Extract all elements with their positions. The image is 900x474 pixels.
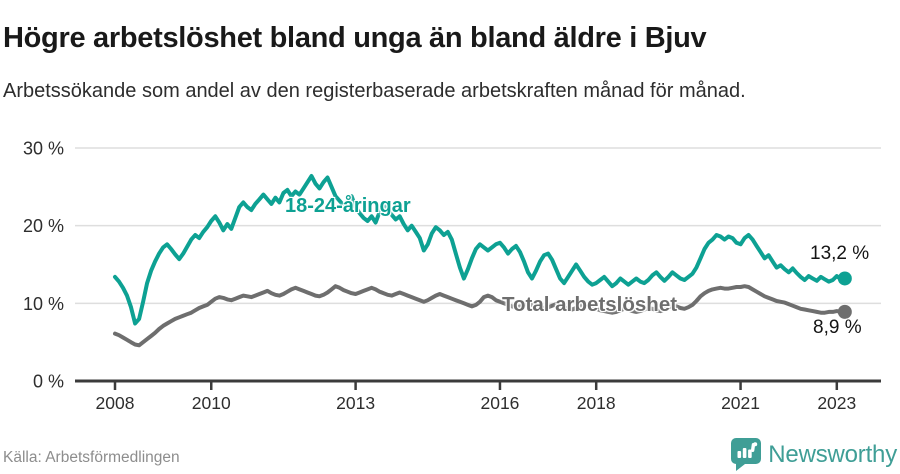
series-line-total xyxy=(113,284,847,348)
series-label-total: Total arbetslöshet xyxy=(502,293,678,316)
series-end-dot-total xyxy=(837,304,852,319)
x-tick-label: 2023 xyxy=(817,393,856,413)
y-tick-label: 30 % xyxy=(23,138,64,158)
newsworthy-wordmark: Newsworthy xyxy=(768,440,897,468)
y-tick-label: 20 % xyxy=(23,216,64,236)
end-value-total: 8,9 % xyxy=(813,317,862,338)
x-tick-label: 2013 xyxy=(336,393,375,413)
newsworthy-logo-icon xyxy=(731,438,762,471)
source-credit: Källa: Arbetsförmedlingen xyxy=(3,449,180,466)
x-tick-label: 2018 xyxy=(577,393,616,413)
series-label-youth: 18-24-åringar xyxy=(285,195,411,217)
x-tick-label: 2021 xyxy=(721,393,760,413)
end-value-youth: 13,2 % xyxy=(810,243,870,264)
x-tick-label: 2010 xyxy=(192,393,231,413)
newsworthy-brand: Newsworthy xyxy=(731,438,897,471)
x-tick-label: 2008 xyxy=(96,393,135,413)
series-line-youth xyxy=(113,174,847,326)
x-tick-label: 2016 xyxy=(480,393,519,413)
series-end-dot-youth xyxy=(837,271,852,286)
y-tick-label: 10 % xyxy=(23,294,64,314)
page-title: Högre arbetslöshet bland unga än bland ä… xyxy=(3,22,707,55)
y-tick-label: 0 % xyxy=(33,372,64,392)
chart-subtitle: Arbetssökande som andel av den registerb… xyxy=(3,80,746,102)
